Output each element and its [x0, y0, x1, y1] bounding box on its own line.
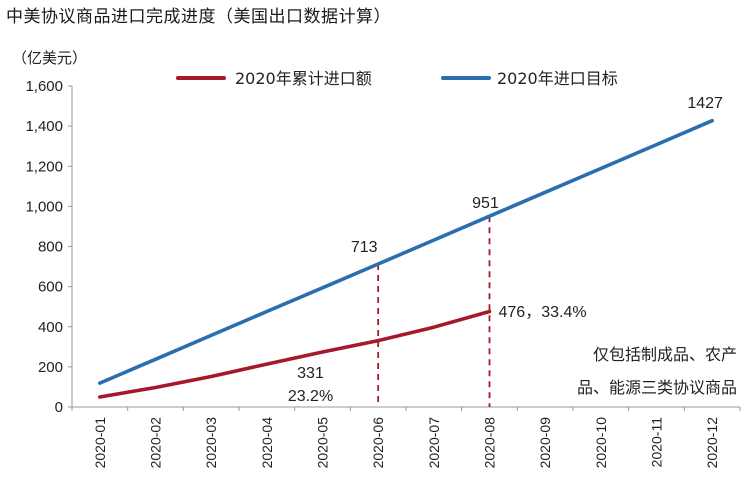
- legend-label: 2020年进口目标: [497, 69, 618, 88]
- note-text: 仅包括制成品、农产: [593, 345, 737, 364]
- x-tick-label: 2020-04: [259, 417, 275, 469]
- y-axis-label: （亿美元）: [12, 49, 87, 67]
- legend-label: 2020年累计进口额: [235, 69, 372, 88]
- data-label: 713: [351, 239, 378, 256]
- note-text: 品、能源三类协议商品: [577, 378, 737, 397]
- data-label: 331: [297, 365, 324, 382]
- x-tick-label: 2020-11: [649, 417, 665, 468]
- x-tick-label: 2020-09: [537, 417, 553, 469]
- x-tick-label: 2020-02: [148, 417, 164, 469]
- y-tick-label: 1,600: [25, 78, 63, 95]
- data-label: 476，33.4%: [499, 304, 587, 321]
- series-line-0: [98, 309, 492, 399]
- x-tick-label: 2020-05: [315, 417, 331, 469]
- y-tick-label: 800: [38, 239, 63, 256]
- data-label: 23.2%: [288, 388, 333, 405]
- y-tick-label: 1,400: [25, 118, 63, 135]
- data-label: 951: [472, 195, 499, 212]
- x-tick-label: 2020-08: [482, 417, 498, 469]
- data-label: 1427: [687, 95, 723, 112]
- x-tick-label: 2020-07: [426, 417, 442, 469]
- y-tick-label: 0: [55, 399, 63, 416]
- x-tick-label: 2020-06: [370, 417, 386, 469]
- y-tick-label: 200: [38, 359, 63, 376]
- x-tick-label: 2020-12: [704, 417, 720, 469]
- x-tick-label: 2020-01: [92, 417, 108, 469]
- y-tick-label: 1,000: [25, 198, 63, 215]
- y-tick-label: 600: [38, 279, 63, 296]
- y-tick-label: 400: [38, 319, 63, 336]
- x-tick-label: 2020-10: [593, 417, 609, 469]
- series-line-1: [98, 118, 715, 385]
- x-tick-label: 2020-03: [203, 417, 219, 469]
- y-tick-label: 1,200: [25, 158, 63, 175]
- chart-title: 中美协议商品进口完成进度（美国出口数据计算）: [6, 7, 391, 27]
